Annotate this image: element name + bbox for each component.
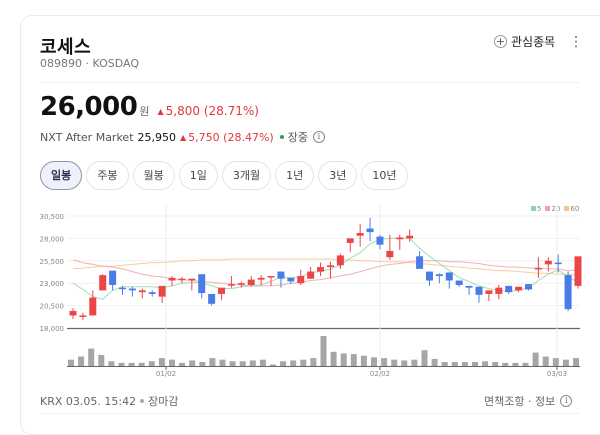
legend-ma60: 60: [564, 205, 579, 213]
header-divider: [40, 82, 580, 83]
info-icon: i: [560, 395, 573, 407]
more-options-icon[interactable]: ⋮: [569, 33, 584, 50]
disclaimer-link[interactable]: 면책조항 · 정보 i: [484, 393, 573, 409]
nxt-price: 25,950: [137, 130, 177, 144]
svg-text:30,500: 30,500: [40, 213, 65, 221]
footer-divider: [40, 413, 580, 414]
disclaimer-label: 면책조항 · 정보: [484, 395, 556, 408]
x-axis-labels: 01/02 02/02 03/03: [156, 366, 567, 378]
nxt-change: ▲ 5,750 (28.47%): [180, 131, 274, 144]
svg-text:20,500: 20,500: [40, 303, 65, 311]
nxt-change-percent: (28.47%): [223, 130, 274, 144]
chart-legend: 5 20 60: [531, 205, 579, 213]
svg-text:18,000: 18,000: [40, 325, 65, 333]
svg-text:23,000: 23,000: [40, 280, 65, 288]
candlesticks: [69, 217, 582, 320]
change-amount: 5,800: [165, 104, 200, 118]
legend-ma5: 5: [531, 205, 541, 213]
chart-period-tabs: 일봉 주봉 월봉 1일 3개월 1년 3년 10년: [40, 161, 408, 190]
price-row: 26,000 원 ▲ 5,800 (28.71%): [40, 92, 259, 122]
nxt-change-amount: 5,750: [188, 130, 220, 144]
market-closed-status: 장마감: [148, 395, 179, 408]
tab-daily[interactable]: 일봉: [40, 161, 83, 190]
timestamp: 03.05. 15:42: [65, 394, 137, 408]
tab-3months[interactable]: 3개월: [221, 161, 272, 190]
header-actions: + 관심종목 ⋮: [494, 33, 583, 50]
change-percent: (28.71%): [203, 104, 259, 118]
tab-3years[interactable]: 3년: [318, 161, 358, 190]
dot-separator: [140, 399, 145, 403]
svg-text:01/02: 01/02: [156, 370, 176, 378]
volume-bars: [67, 336, 580, 367]
tab-10years[interactable]: 10년: [361, 161, 408, 190]
status-dot-icon: [279, 135, 284, 139]
market-status: 장중: [287, 131, 308, 144]
svg-text:03/03: 03/03: [547, 370, 567, 378]
exchange-label: KRX: [40, 394, 63, 408]
chart-grid: [67, 205, 580, 368]
svg-text:25,500: 25,500: [40, 258, 65, 266]
tab-monthly[interactable]: 월봉: [132, 161, 175, 190]
svg-text:28,000: 28,000: [40, 235, 65, 243]
tab-weekly[interactable]: 주봉: [86, 161, 129, 190]
moving-average-lines: [72, 237, 579, 300]
svg-text:02/02: 02/02: [370, 370, 390, 378]
tab-1year[interactable]: 1년: [275, 161, 315, 190]
info-icon[interactable]: i: [312, 131, 325, 143]
current-price: 26,000: [40, 92, 138, 122]
add-watchlist-button[interactable]: + 관심종목: [494, 33, 555, 50]
footer-status: KRX 03.05. 15:42 장마감: [40, 393, 178, 409]
price-change: ▲ 5,800 (28.71%): [157, 104, 258, 118]
up-triangle-icon: ▲: [180, 132, 187, 142]
up-triangle-icon: ▲: [157, 107, 164, 116]
stock-code-market: 089890 · KOSDAQ: [40, 57, 139, 70]
y-axis-labels: 30,500 28,000 25,500 23,000 20,500 18,000: [40, 213, 65, 333]
watchlist-label: 관심종목: [511, 35, 556, 49]
stock-name: 코세스: [40, 37, 92, 58]
legend-ma20: 20: [545, 205, 560, 213]
nxt-label: NXT After Market: [40, 130, 134, 144]
currency-unit: 원: [139, 105, 150, 118]
nxt-after-market-row: NXT After Market 25,950 ▲ 5,750 (28.47%) …: [40, 129, 325, 145]
price-chart[interactable]: 30,500 28,000 25,500 23,000 20,500 18,000 01/…: [0, 0, 600, 418]
plus-icon: +: [494, 35, 507, 48]
tab-1day[interactable]: 1일: [178, 161, 218, 190]
